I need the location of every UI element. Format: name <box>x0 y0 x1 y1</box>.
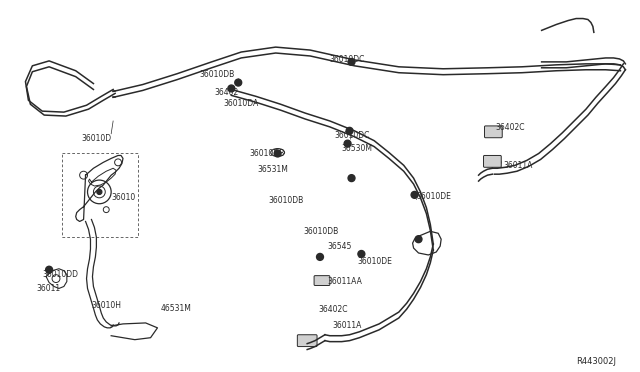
Circle shape <box>415 236 422 243</box>
Text: 36011: 36011 <box>36 283 60 292</box>
Text: 36010DC: 36010DC <box>335 131 370 140</box>
Text: 36011A: 36011A <box>333 321 362 330</box>
FancyBboxPatch shape <box>314 276 330 285</box>
Text: 36402C: 36402C <box>495 123 525 132</box>
Text: 36402C: 36402C <box>318 305 348 314</box>
Circle shape <box>346 127 353 134</box>
FancyBboxPatch shape <box>484 126 502 138</box>
Circle shape <box>348 58 355 65</box>
FancyBboxPatch shape <box>484 155 501 167</box>
Circle shape <box>45 266 52 273</box>
Circle shape <box>358 250 365 257</box>
Text: 36010DC: 36010DC <box>330 55 365 64</box>
Text: 36530M: 36530M <box>342 144 372 153</box>
Text: 36010DB: 36010DB <box>269 196 304 205</box>
Text: 36010DD: 36010DD <box>42 270 78 279</box>
Circle shape <box>228 85 235 92</box>
FancyBboxPatch shape <box>298 335 317 347</box>
Text: 36402: 36402 <box>214 89 239 97</box>
Text: 36010DB: 36010DB <box>200 70 235 79</box>
Text: 36010DE: 36010DE <box>417 192 451 201</box>
Circle shape <box>97 189 102 195</box>
Circle shape <box>274 150 281 157</box>
Text: 36531M: 36531M <box>257 165 288 174</box>
Text: 36010DB: 36010DB <box>303 227 339 236</box>
Text: 36010DA: 36010DA <box>223 99 259 108</box>
Text: 36545: 36545 <box>328 242 352 251</box>
Text: R443002J: R443002J <box>576 357 616 366</box>
Text: 36010H: 36010H <box>92 301 122 310</box>
Circle shape <box>344 140 351 147</box>
Circle shape <box>411 192 418 198</box>
Circle shape <box>317 253 323 260</box>
Circle shape <box>348 175 355 182</box>
Text: 46531M: 46531M <box>161 304 191 313</box>
Text: 36010: 36010 <box>111 193 136 202</box>
Text: 36011AA: 36011AA <box>328 277 363 286</box>
Text: 36010D: 36010D <box>82 134 112 143</box>
Circle shape <box>491 129 498 136</box>
Circle shape <box>235 79 242 86</box>
Text: 36010DB: 36010DB <box>249 148 284 158</box>
Text: 36011A: 36011A <box>503 161 532 170</box>
Text: 36010DE: 36010DE <box>357 257 392 266</box>
Circle shape <box>494 159 500 166</box>
